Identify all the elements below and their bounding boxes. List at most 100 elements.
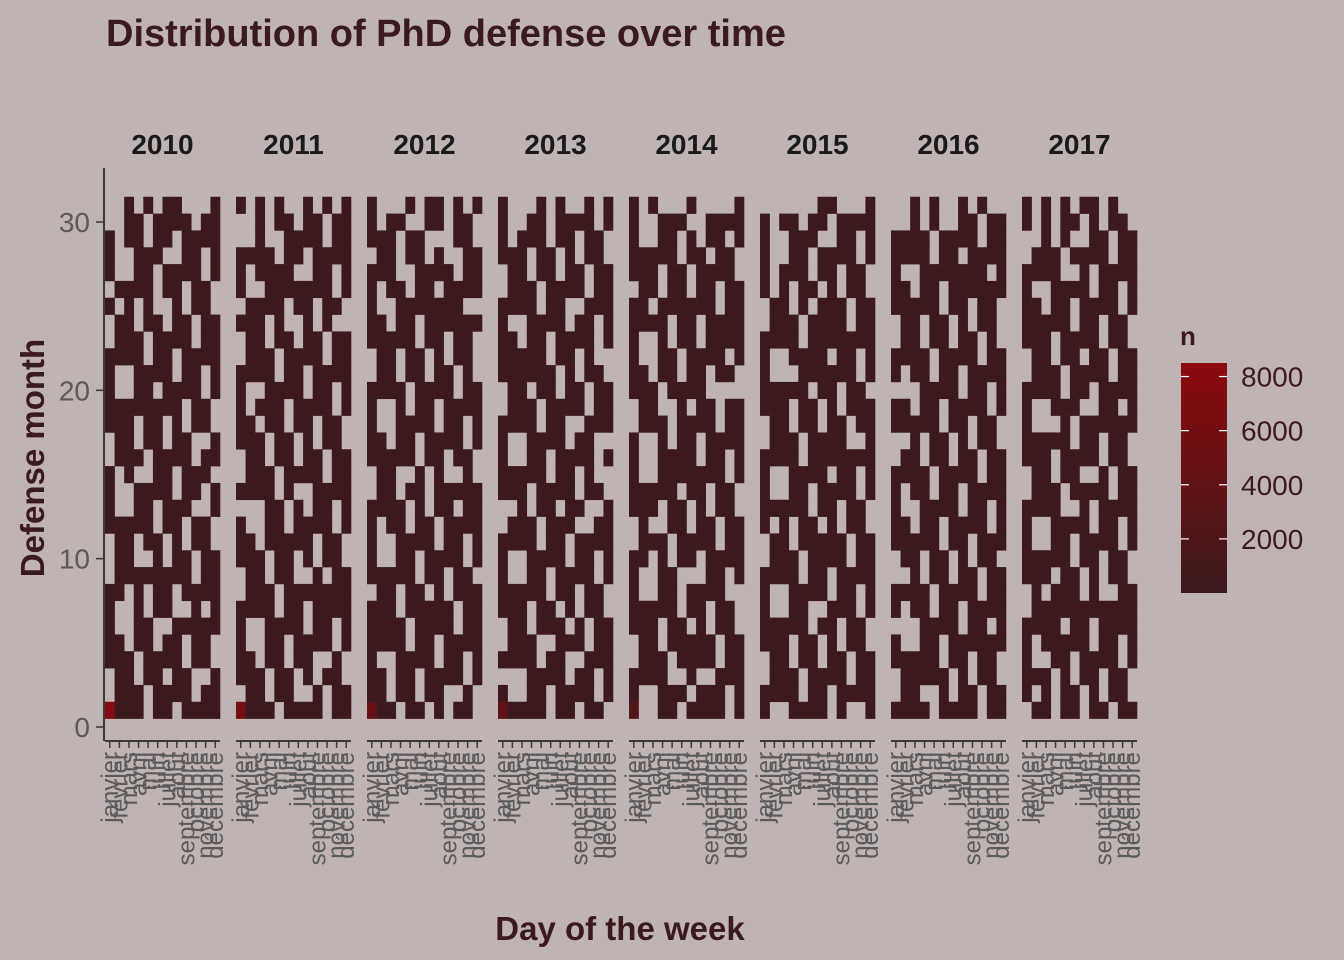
heatmap-cell <box>517 348 528 366</box>
x-tick-label: octobre <box>1100 752 1127 832</box>
heatmap-cell <box>910 466 921 484</box>
heatmap-cell <box>676 398 687 416</box>
heatmap-cell <box>1117 348 1128 366</box>
heatmap-cell <box>1031 432 1042 450</box>
heatmap-cell <box>715 684 726 703</box>
heatmap-cell <box>1060 415 1071 433</box>
heatmap-cell <box>172 314 182 332</box>
heatmap-cell <box>331 449 342 467</box>
heatmap-cell <box>929 314 940 332</box>
heatmap-cell <box>676 381 687 400</box>
heatmap-cell <box>434 600 444 618</box>
heatmap-cell <box>900 466 911 484</box>
heatmap-cell <box>1031 550 1042 568</box>
heatmap-cell <box>574 449 585 467</box>
heatmap-cell <box>434 213 444 231</box>
heatmap-cell <box>565 466 575 484</box>
heatmap-cell <box>724 482 735 501</box>
heatmap-cell <box>967 684 978 703</box>
facet-panel-2011: 2011janvierfévriermarsavrilmaijuinjuille… <box>228 129 360 865</box>
heatmap-cell <box>1031 314 1042 332</box>
heatmap-cell <box>817 482 828 501</box>
heatmap-cell <box>705 583 716 602</box>
heatmap-cell <box>526 348 537 366</box>
heatmap-cell <box>453 196 464 214</box>
heatmap-cell <box>536 701 547 719</box>
heatmap-cell <box>424 314 435 332</box>
heatmap-cell <box>779 499 790 517</box>
heatmap-cell <box>1098 381 1109 400</box>
heatmap-cell <box>1022 567 1032 585</box>
x-tick-label: mai <box>528 752 555 791</box>
heatmap-cell <box>779 432 790 450</box>
heatmap-cell <box>865 701 876 719</box>
heatmap-cell <box>855 684 866 703</box>
heatmap-cell <box>986 297 997 315</box>
heatmap-cell <box>1098 701 1109 719</box>
heatmap-cell <box>798 348 809 366</box>
heatmap-cell <box>1089 365 1099 383</box>
heatmap-cell <box>900 533 911 551</box>
heatmap-cell <box>629 196 639 214</box>
heatmap-cell <box>734 280 745 299</box>
x-tick-label: juin <box>931 752 958 790</box>
heatmap-cell <box>191 264 202 282</box>
heatmap-cell <box>283 381 294 400</box>
heatmap-cell <box>865 247 876 265</box>
heatmap-cell <box>996 701 1007 719</box>
heatmap-cell <box>817 297 828 315</box>
heatmap-cell <box>1022 264 1032 282</box>
heatmap-cell <box>255 550 266 568</box>
heatmap-cell <box>526 331 537 349</box>
heatmap-cell <box>565 230 575 248</box>
heatmap-cell <box>836 365 847 383</box>
heatmap-cell <box>255 196 266 214</box>
heatmap-cell <box>779 651 790 669</box>
heatmap-cell <box>1041 381 1052 400</box>
heatmap-cell <box>734 668 745 686</box>
heatmap-cell <box>584 247 595 265</box>
heatmap-cell <box>424 516 435 534</box>
heatmap-cell <box>293 398 304 416</box>
heatmap-cell <box>715 567 726 585</box>
heatmap-cell <box>200 684 211 703</box>
heatmap-cell <box>498 684 508 703</box>
heatmap-cell <box>434 499 444 517</box>
heatmap-cell <box>788 213 799 231</box>
heatmap-cell <box>395 297 406 315</box>
heatmap-cell <box>303 314 313 332</box>
heatmap-cell <box>629 314 639 332</box>
heatmap-cell <box>638 415 649 433</box>
heatmap-cell <box>386 213 397 231</box>
heatmap-cell <box>1108 432 1119 450</box>
heatmap-cell <box>948 230 959 248</box>
heatmap-cell <box>948 651 959 669</box>
heatmap-cell <box>788 617 799 635</box>
heatmap-cell <box>162 651 173 669</box>
heatmap-cell <box>517 466 528 484</box>
heatmap-cell <box>331 583 342 602</box>
heatmap-cell <box>827 297 837 315</box>
x-tick-label: août <box>950 752 977 799</box>
heatmap-cell <box>958 684 968 703</box>
heatmap-cell <box>584 466 595 484</box>
heatmap-cell <box>638 617 649 635</box>
heatmap-cell <box>498 583 508 602</box>
heatmap-cell <box>283 280 294 299</box>
heatmap-cell <box>443 550 454 568</box>
heatmap-cell <box>919 516 930 534</box>
heatmap-cell <box>1127 701 1138 719</box>
heatmap-cell <box>724 651 735 669</box>
legend-title: n <box>1180 321 1196 351</box>
heatmap-cell <box>414 701 425 719</box>
heatmap-cell <box>1022 449 1032 467</box>
heatmap-cell <box>210 331 221 349</box>
heatmap-cell <box>367 684 377 703</box>
x-tick-label: avril <box>1043 752 1070 796</box>
heatmap-cell <box>245 348 256 366</box>
heatmap-cell <box>191 533 202 551</box>
heatmap-cell <box>114 280 125 299</box>
heatmap-cell <box>331 668 342 686</box>
heatmap-cell <box>255 701 266 719</box>
heatmap-cell <box>855 651 866 669</box>
